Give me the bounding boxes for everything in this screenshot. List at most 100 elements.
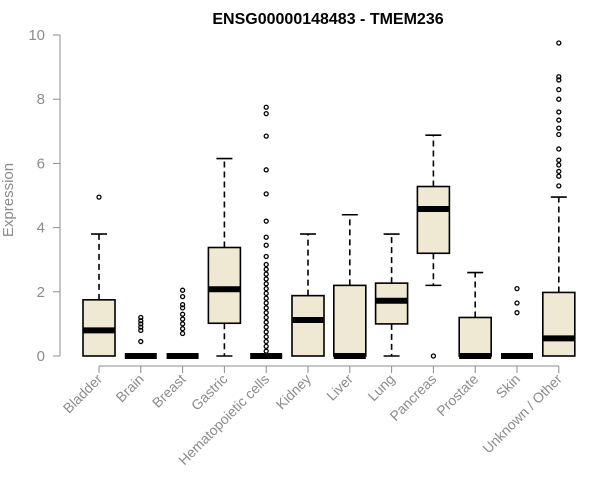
outlier-point xyxy=(556,146,562,152)
outlier-point xyxy=(514,285,520,292)
outlier-point xyxy=(263,133,269,139)
outlier-point xyxy=(263,310,269,316)
x-tick-label: Brain xyxy=(112,371,146,405)
outlier-point xyxy=(138,318,144,324)
outlier-point xyxy=(556,168,562,175)
outlier-point xyxy=(179,326,186,332)
outlier-point xyxy=(263,104,269,110)
outlier-point xyxy=(138,321,144,327)
box-group xyxy=(501,285,533,359)
outlier-point xyxy=(263,305,269,311)
outlier-point xyxy=(263,334,269,340)
box-group xyxy=(207,157,242,357)
outlier-point xyxy=(179,293,186,300)
y-axis: 0 2 4 6 8 10 xyxy=(28,27,61,365)
outlier-point xyxy=(179,305,186,311)
x-tick-label: Breast xyxy=(149,371,189,411)
outlier-point xyxy=(263,218,269,224)
outlier-point xyxy=(263,191,269,197)
outlier-point xyxy=(556,117,562,123)
box-group xyxy=(332,213,367,359)
y-tick-label: 4 xyxy=(37,220,45,237)
x-tick-label: Skin xyxy=(493,371,524,402)
outlier-point xyxy=(556,162,562,168)
iqr-box xyxy=(332,284,367,357)
outlier-point xyxy=(179,301,186,308)
outlier-point xyxy=(263,343,269,350)
x-tick-label: Liver xyxy=(323,371,356,404)
box-group xyxy=(124,314,157,359)
outlier-point xyxy=(138,314,144,321)
outlier-point xyxy=(514,310,520,316)
box-group xyxy=(458,271,493,359)
outlier-point xyxy=(263,281,269,287)
outlier-point xyxy=(263,319,269,325)
y-tick-label: 10 xyxy=(28,27,45,44)
outlier-point xyxy=(263,295,269,301)
iqr-box xyxy=(291,294,325,357)
y-tick-label: 0 xyxy=(37,348,45,365)
box-group xyxy=(166,287,199,359)
iqr-box xyxy=(458,316,493,357)
outlier-point xyxy=(263,253,269,260)
outlier-point xyxy=(263,242,269,248)
x-tick-label: Bladder xyxy=(60,371,106,417)
x-tick-label: Prostate xyxy=(433,371,481,419)
x-tick-label: Lung xyxy=(364,371,397,404)
outlier-point xyxy=(138,327,144,333)
outlier-point xyxy=(514,300,520,306)
outlier-point xyxy=(263,300,269,306)
outlier-point xyxy=(263,276,269,282)
outlier-point xyxy=(179,316,186,322)
box-group xyxy=(374,233,409,357)
outlier-point xyxy=(263,110,269,117)
outlier-point xyxy=(556,77,562,83)
outlier-point xyxy=(179,321,186,327)
y-tick-label: 8 xyxy=(37,91,45,108)
boxes-group xyxy=(82,40,576,359)
iqr-box xyxy=(416,185,451,255)
outlier-point xyxy=(263,167,269,173)
box-group xyxy=(541,40,576,357)
x-tick-label: Unknown / Other xyxy=(479,371,565,457)
outlier-point xyxy=(263,290,269,297)
outlier-point xyxy=(263,338,269,345)
outlier-point xyxy=(556,131,562,138)
outlier-point xyxy=(138,324,144,330)
outlier-point xyxy=(556,74,562,80)
outlier-point xyxy=(263,314,269,321)
outlier-point xyxy=(179,330,186,337)
chart-title: ENSG00000148483 - TMEM236 xyxy=(212,11,443,28)
outlier-point xyxy=(556,173,562,179)
outlier-point xyxy=(263,329,269,335)
outlier-point xyxy=(138,338,144,345)
iqr-box xyxy=(541,291,576,357)
box-group xyxy=(250,104,283,359)
y-tick-label: 2 xyxy=(37,284,45,301)
outlier-point xyxy=(556,96,562,102)
outlier-point xyxy=(556,157,562,163)
y-axis-label: Expression xyxy=(0,163,17,237)
box-group xyxy=(291,233,325,357)
outlier-point xyxy=(263,234,269,240)
y-tick-label: 6 xyxy=(37,155,45,172)
iqr-box xyxy=(207,246,242,325)
outlier-point xyxy=(96,194,102,200)
box-group xyxy=(82,194,116,357)
outlier-point xyxy=(556,125,562,131)
outlier-point xyxy=(179,287,186,293)
box-group xyxy=(416,134,451,359)
outlier-point xyxy=(263,348,269,354)
outlier-point xyxy=(556,109,562,115)
outlier-point xyxy=(430,353,437,359)
outlier-point xyxy=(556,40,562,46)
outlier-point xyxy=(263,285,269,292)
outlier-point xyxy=(263,266,269,272)
outlier-point xyxy=(263,261,269,268)
x-tick-label: Kidney xyxy=(273,371,315,413)
outlier-point xyxy=(179,311,186,317)
outlier-point xyxy=(263,324,269,330)
outlier-point xyxy=(556,183,562,189)
